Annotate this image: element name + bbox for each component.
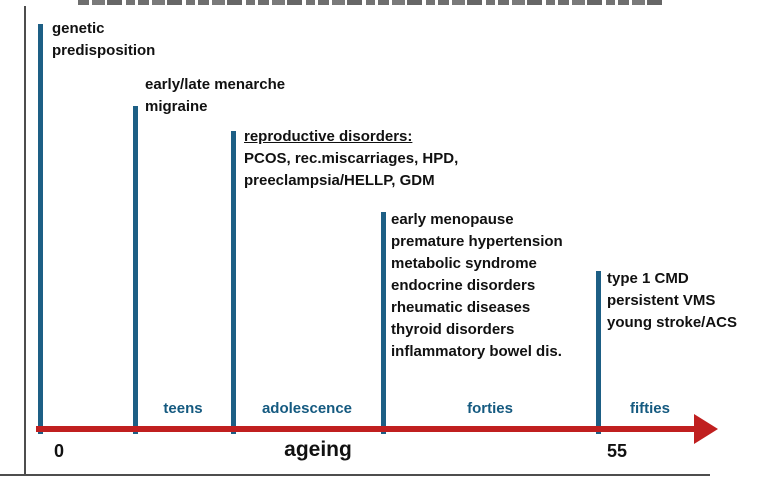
milestone-genetic-predisposition: genetic predisposition [52, 18, 155, 62]
milestone-line: inflammatory bowel dis. [391, 343, 562, 360]
milestone-line: type 1 CMD [607, 270, 689, 287]
timeline-marker-teens [133, 106, 138, 434]
milestone-line: early/late menarche [145, 76, 286, 93]
stage-label-teens: teens [163, 400, 203, 417]
timeline-marker-birth [38, 24, 43, 434]
milestone-line: migraine [145, 98, 208, 115]
milestone-line: rheumatic diseases [391, 299, 531, 316]
stage-label-forties: forties [467, 400, 513, 417]
milestone-line: thyroid disorders [391, 321, 515, 338]
milestone-menarche-migraine: early/late menarche migraine [145, 74, 285, 118]
stage-label-fifties: fifties [629, 400, 670, 417]
milestone-forties-conditions: early menopause premature hypertension m… [391, 209, 563, 363]
timeline-marker-adolescence [231, 131, 236, 434]
milestone-reproductive-disorders: reproductive disorders: PCOS, rec.miscar… [244, 126, 458, 192]
figure-frame-left-line [24, 6, 26, 476]
milestone-line: PCOS, rec.miscarriages, HPD, [244, 150, 459, 167]
timeline-marker-forties [381, 212, 386, 434]
milestone-line: preeclampsia/HELLP, GDM [244, 172, 435, 189]
ageing-axis-line [36, 426, 698, 432]
milestone-line: premature hypertension [391, 233, 563, 250]
figure-frame-bottom-line [0, 474, 710, 476]
milestone-line: early menopause [391, 211, 514, 228]
axis-caption-ageing: ageing [284, 438, 352, 461]
milestone-line: persistent VMS [607, 292, 716, 309]
ageing-axis-arrowhead-icon [694, 414, 718, 444]
milestone-line: young stroke/ACS [607, 314, 738, 331]
stage-label-adolescence: adolescence [261, 400, 353, 417]
milestone-line: metabolic syndrome [391, 255, 537, 272]
milestone-heading: reproductive disorders: [244, 128, 413, 145]
timeline-marker-fifties [596, 271, 601, 434]
milestone-line: genetic [52, 20, 105, 37]
milestone-line: endocrine disorders [391, 277, 536, 294]
cropped-title-fragment [78, 0, 663, 5]
axis-tick-start: 0 [53, 441, 64, 461]
axis-tick-end: 55 [606, 441, 628, 461]
milestone-line: predisposition [52, 42, 156, 59]
milestone-fifties-conditions: type 1 CMD persistent VMS young stroke/A… [607, 268, 737, 334]
